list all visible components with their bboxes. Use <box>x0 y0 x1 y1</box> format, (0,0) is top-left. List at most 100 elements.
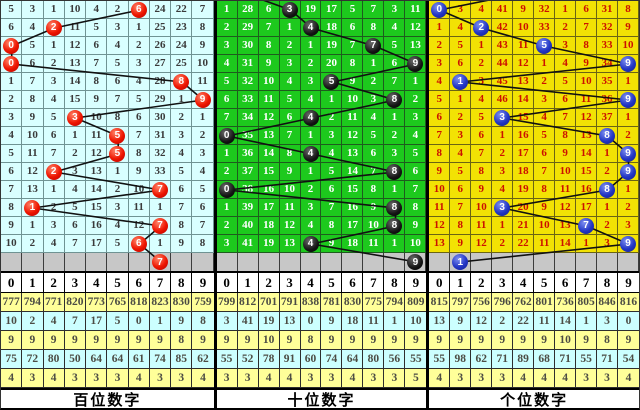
miss-count-cell: 10 <box>576 73 598 91</box>
miss-count-cell: 10 <box>258 73 280 91</box>
miss-count-cell: 17 <box>342 217 364 235</box>
hit-circle: 3 <box>66 109 83 126</box>
miss-count-cell: 5 <box>450 163 472 181</box>
miss-count-cell: 3 <box>171 127 193 145</box>
miss-count-cell: 6 <box>405 163 427 181</box>
pending-row-cell <box>22 253 44 271</box>
miss-count-cell: 27 <box>149 55 172 73</box>
miss-count-cell: 3 <box>555 37 577 55</box>
miss-count-cell: 8 <box>171 217 193 235</box>
miss-count-cell: 9 <box>192 37 214 55</box>
pending-row-cell <box>107 253 129 271</box>
miss-count-cell: 14 <box>555 235 577 253</box>
miss-count-cell: 15 <box>64 91 87 109</box>
digit-header-cell: 2 <box>44 273 65 292</box>
miss-count-cell: 7 <box>450 199 472 217</box>
stat-row: 9 9 9 9 9 9 10 9 8 9 <box>429 331 639 350</box>
miss-count-cell: 31 <box>149 127 172 145</box>
miss-count-cell: 10 <box>363 217 385 235</box>
miss-count-cell: 16 <box>576 181 598 199</box>
digit-header-cell: 1 <box>450 273 472 292</box>
digit-header-cell: 0 <box>429 273 451 292</box>
miss-count-cell: 8 <box>450 217 472 235</box>
miss-count-cell: 5 <box>321 163 343 181</box>
miss-count-cell: 9 <box>405 217 427 235</box>
stat-cell: 74 <box>321 350 343 369</box>
miss-count-cell: 32 <box>534 1 556 19</box>
miss-count-cell: 10 <box>1 235 23 253</box>
miss-count-cell: 2 <box>534 73 556 91</box>
pending-row-cell: 1 <box>450 253 472 271</box>
pending-row-cell <box>216 253 238 271</box>
hit-circle: 2 <box>45 19 62 36</box>
miss-count-cell: 6 <box>450 55 472 73</box>
miss-count-cell: 7 <box>1 181 23 199</box>
hit-cell: 7 <box>149 217 172 235</box>
miss-count-cell: 2 <box>405 91 427 109</box>
miss-count-cell: 5 <box>384 37 406 55</box>
hit-cell: 5 <box>107 145 129 163</box>
miss-count-cell: 3 <box>279 55 301 73</box>
stat-cell: 9 <box>513 331 535 350</box>
hit-circle: 8 <box>386 199 403 216</box>
miss-count-cell: 3 <box>429 55 451 73</box>
hit-circle: 3 <box>494 199 511 216</box>
miss-count-cell: 1 <box>405 73 427 91</box>
miss-count-cell: 36 <box>597 91 619 109</box>
miss-count-cell: 5 <box>107 235 129 253</box>
miss-count-cell: 13 <box>22 181 44 199</box>
stat-cell: 10 <box>258 331 280 350</box>
miss-count-cell: 2 <box>1 91 23 109</box>
miss-count-cell: 1 <box>384 235 406 253</box>
miss-count-cell: 2 <box>363 73 385 91</box>
stat-cell: 3 <box>237 369 259 388</box>
miss-count-cell: 2 <box>471 55 493 73</box>
stat-cell: 830 <box>171 293 193 312</box>
hit-cell: 6 <box>128 235 150 253</box>
trend-grid-tens: 1 28 6 3 19 17 5 7 3 11 2 29 7 1 4 18 6 8 4 12 3 30 8 2 1 19 7 7 5 13… <box>216 1 427 271</box>
miss-count-cell: 13 <box>555 217 577 235</box>
miss-count-cell: 2 <box>429 37 451 55</box>
miss-count-cell: 6 <box>192 199 214 217</box>
miss-count-cell: 5 <box>86 19 108 37</box>
stat-cell: 4 <box>192 369 214 388</box>
miss-count-cell: 9 <box>1 217 23 235</box>
stat-cell: 78 <box>258 350 280 369</box>
stat-cell: 5 <box>107 312 129 331</box>
miss-count-cell: 1 <box>321 91 343 109</box>
panel-hundreds: 5 3 1 10 4 2 6 24 22 7 6 4 2 11 5 3 1 25 23 8 0 5 1 12 6 4 2 26 24 9 0… <box>1 1 214 408</box>
stat-cell: 8 <box>300 331 322 350</box>
stat-cell: 9 <box>492 331 514 350</box>
pending-row-cell <box>86 253 108 271</box>
miss-count-cell: 19 <box>321 37 343 55</box>
stat-cell: 736 <box>555 293 577 312</box>
digit-header-cell: 5 <box>107 273 129 292</box>
miss-count-cell: 11 <box>429 199 451 217</box>
miss-count-cell: 4 <box>450 145 472 163</box>
miss-count-cell: 26 <box>149 37 172 55</box>
miss-count-cell: 5 <box>363 127 385 145</box>
digit-header-cell: 9 <box>199 274 207 290</box>
miss-count-cell: 1 <box>384 109 406 127</box>
stat-cell: 75 <box>1 350 23 369</box>
miss-count-cell: 3 <box>128 55 150 73</box>
stat-cell: 9 <box>363 331 385 350</box>
hit-circle: 9 <box>620 91 637 108</box>
hit-circle: 0 <box>3 55 20 72</box>
miss-count-cell: 3 <box>618 217 639 235</box>
miss-count-cell: 3 <box>300 73 322 91</box>
pending-row-cell: 7 <box>149 253 172 271</box>
stat-cell: 4 <box>279 369 301 388</box>
stat-cell: 80 <box>363 350 385 369</box>
miss-count-cell: 12 <box>64 37 87 55</box>
miss-count-cell: 4 <box>492 181 514 199</box>
digit-header-cell: 0 <box>217 273 238 292</box>
miss-count-cell: 8 <box>471 163 493 181</box>
trend-grid-units: 0 3 4 41 9 32 1 6 31 8 1 4 2 42 10 33 2 7 32 9 2 5 1 43 11 5 3 8 33 1… <box>429 1 639 271</box>
miss-count-cell: 9 <box>279 163 301 181</box>
pending-row-cell <box>128 253 150 271</box>
miss-count-cell: 6 <box>534 145 556 163</box>
miss-count-cell: 10 <box>534 217 556 235</box>
miss-count-cell: 6 <box>363 145 385 163</box>
miss-count-cell: 4 <box>321 145 343 163</box>
